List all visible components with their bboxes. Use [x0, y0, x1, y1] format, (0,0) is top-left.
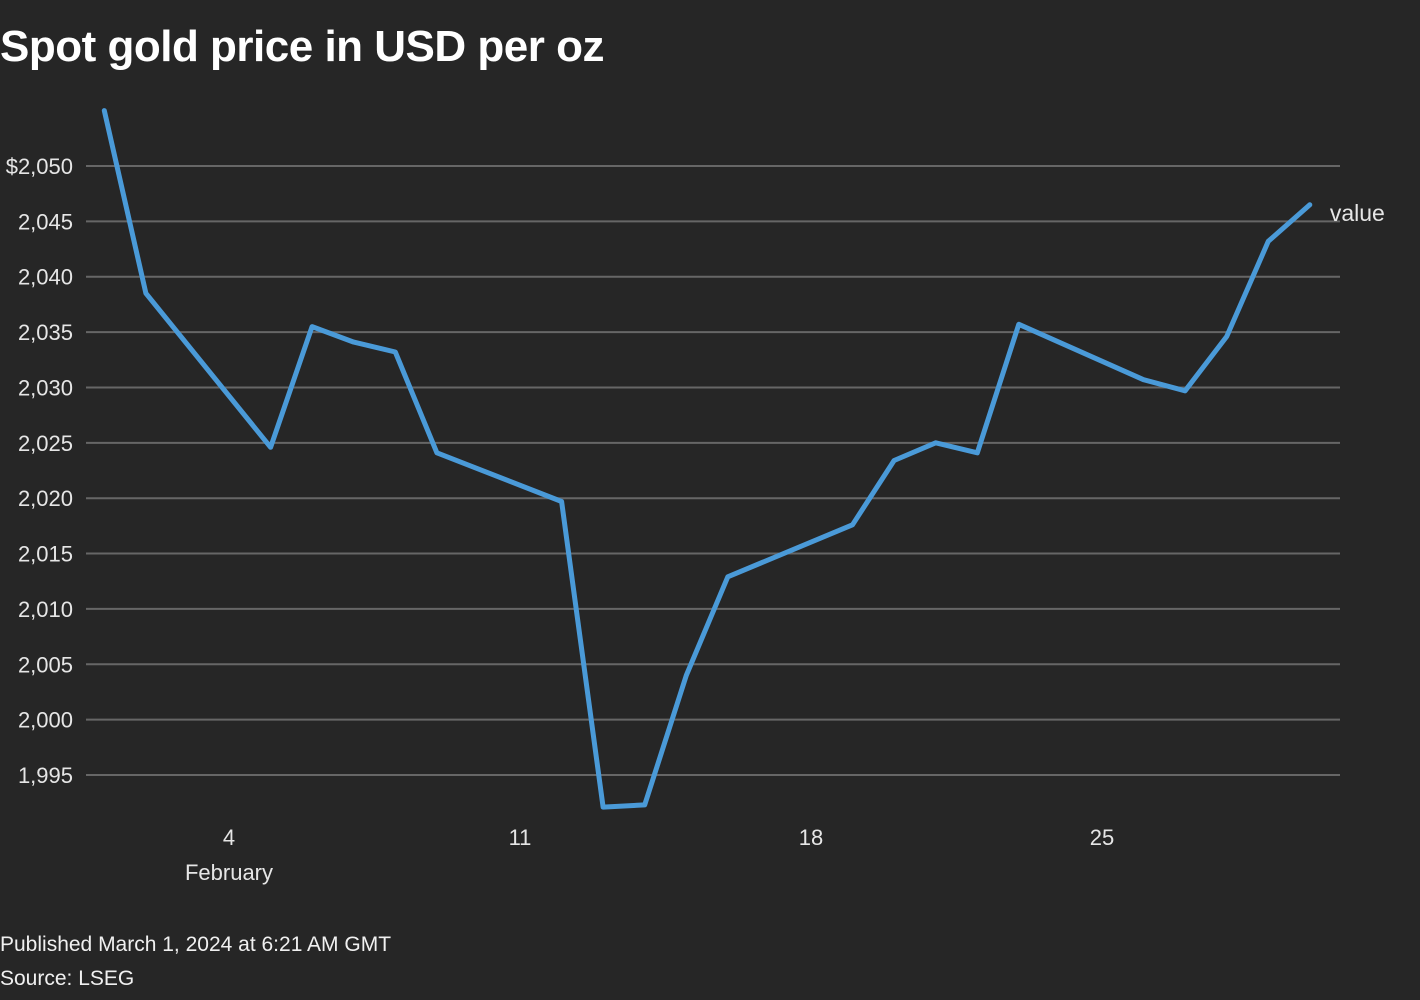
x-tick-sublabel: February — [185, 860, 273, 885]
y-tick-label: 2,030 — [18, 375, 73, 400]
y-tick-label: 2,025 — [18, 431, 73, 456]
y-tick-label: 2,015 — [18, 542, 73, 567]
y-tick-label: 2,035 — [18, 320, 73, 345]
y-tick-label: 2,010 — [18, 597, 73, 622]
x-tick-label: 4 — [223, 825, 235, 850]
y-tick-label: 2,040 — [18, 265, 73, 290]
y-tick-label: 2,000 — [18, 708, 73, 733]
y-tick-label: 2,045 — [18, 209, 73, 234]
x-tick-label: 18 — [799, 825, 823, 850]
series-label: value — [1330, 200, 1385, 226]
y-tick-label: 2,020 — [18, 486, 73, 511]
chart-title: Spot gold price in USD per oz — [0, 22, 604, 71]
source-note: Source: LSEG — [0, 967, 135, 990]
x-tick-label: 11 — [509, 825, 532, 850]
y-tick-label: 2,005 — [18, 652, 73, 677]
y-tick-label: $2,050 — [6, 154, 73, 179]
y-tick-label: 1,995 — [18, 763, 73, 788]
series-line-value — [101, 108, 1313, 810]
published-note: Published March 1, 2024 at 6:21 AM GMT — [0, 933, 392, 956]
x-tick-label: 25 — [1090, 825, 1114, 850]
